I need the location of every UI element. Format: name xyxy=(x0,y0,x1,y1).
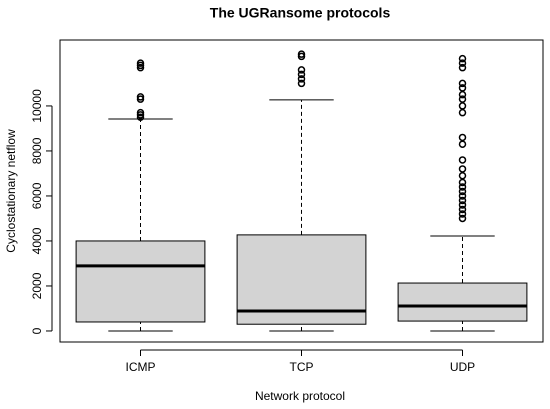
outlier xyxy=(458,79,467,88)
y-tick-label: 4000 xyxy=(30,227,44,254)
outlier xyxy=(458,171,467,180)
outlier xyxy=(458,102,467,110)
outlier xyxy=(458,133,467,142)
outlier xyxy=(458,187,467,196)
x-tick-label: TCP xyxy=(290,360,314,374)
y-tick-label: 0 xyxy=(30,327,44,334)
x-tick-label: ICMP xyxy=(126,360,156,374)
x-tick-label: UDP xyxy=(450,360,475,374)
outlier xyxy=(458,205,467,214)
outlier xyxy=(136,61,145,70)
outlier xyxy=(458,90,467,99)
outlier xyxy=(297,50,306,58)
outlier xyxy=(458,165,467,173)
outlier xyxy=(297,79,306,88)
outlier xyxy=(458,178,467,187)
outlier xyxy=(136,93,145,101)
chart-title: The UGRansome protocols xyxy=(210,5,391,21)
outlier xyxy=(136,113,145,121)
outlier xyxy=(458,108,467,117)
box xyxy=(236,234,367,325)
outlier xyxy=(297,75,306,83)
outlier xyxy=(297,52,306,61)
outlier xyxy=(458,63,467,72)
outlier xyxy=(458,196,467,205)
outlier xyxy=(458,214,467,223)
outlier xyxy=(136,63,145,72)
outlier xyxy=(297,70,306,79)
outlier xyxy=(458,156,467,164)
y-axis-title: Cyclostationary netflow xyxy=(4,129,18,253)
box xyxy=(397,282,528,322)
outlier xyxy=(458,183,467,191)
outlier xyxy=(136,111,145,119)
outlier xyxy=(136,95,145,103)
box xyxy=(75,240,206,323)
outlier xyxy=(136,59,145,67)
outlier xyxy=(458,54,467,63)
y-tick-label: 6000 xyxy=(30,182,44,209)
outlier xyxy=(136,108,145,117)
outlier xyxy=(458,59,467,67)
plot-frame xyxy=(59,39,544,343)
x-axis-title: Network protocol xyxy=(255,389,345,403)
outlier xyxy=(458,95,467,103)
outlier xyxy=(458,84,467,92)
outlier xyxy=(458,192,467,200)
y-tick-label: 2000 xyxy=(30,272,44,299)
outlier xyxy=(458,201,467,209)
outlier xyxy=(458,140,467,148)
y-tick-label: 10000 xyxy=(30,89,44,123)
y-tick-label: 8000 xyxy=(30,137,44,164)
outlier xyxy=(297,66,306,74)
outlier xyxy=(458,210,467,218)
